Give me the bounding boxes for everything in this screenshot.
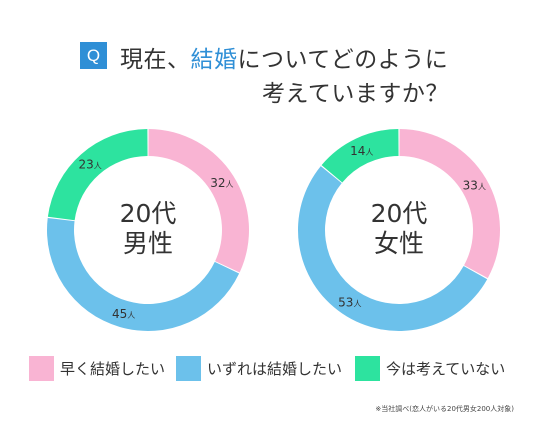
legend-swatch-someday [176, 355, 201, 381]
legend-item-not-thinking: 今は考えていない [355, 353, 505, 383]
female-label-want-early: 33人 [463, 178, 486, 192]
question-line-1: 現在、結婚についてどのように [120, 40, 448, 74]
question-highlight-marriage: 結婚 [190, 47, 238, 73]
female-label-someday: 53人 [338, 295, 361, 309]
female-slice-not-thinking [321, 129, 399, 183]
legend-label-not-thinking: 今は考えていない [386, 359, 506, 378]
legend-swatch-not-thinking [355, 355, 380, 381]
male-slice-want-early [148, 129, 249, 273]
male-center-title-line-2: 男性 [123, 229, 173, 258]
legend-item-want-early: 早く結婚したい [29, 353, 165, 383]
male-label-want-early: 32人 [210, 176, 233, 190]
female-slice-someday [298, 166, 488, 331]
male-slice-not-thinking [47, 129, 148, 221]
male-label-not-thinking: 23人 [78, 157, 101, 171]
question-badge: Q [80, 42, 107, 69]
legend-item-someday: いずれは結婚したい [176, 353, 342, 383]
male-center-title-line-1: 20代 [120, 199, 177, 228]
male-slice-someday [46, 217, 240, 332]
male-label-someday: 45人 [112, 307, 135, 321]
female-slice-want-early [399, 129, 500, 279]
question-text-before: 現在、 [120, 47, 191, 73]
legend: 早く結婚したい いずれは結婚したい 今は考えていない [0, 353, 536, 383]
legend-label-someday: いずれは結婚したい [207, 359, 343, 378]
legend-swatch-want-early [29, 355, 54, 381]
question-text-after: についてどのように [237, 47, 449, 73]
question-line-2: 考えていますか？ [262, 81, 449, 107]
female-label-not-thinking: 14人 [350, 144, 373, 158]
footnote: ※当社調べ(恋人がいる20代男女200人対象) [375, 405, 514, 413]
legend-label-want-early: 早く結婚したい [60, 359, 166, 378]
female-center-title-line-1: 20代 [371, 199, 428, 228]
female-center-title-line-2: 女性 [374, 229, 424, 258]
